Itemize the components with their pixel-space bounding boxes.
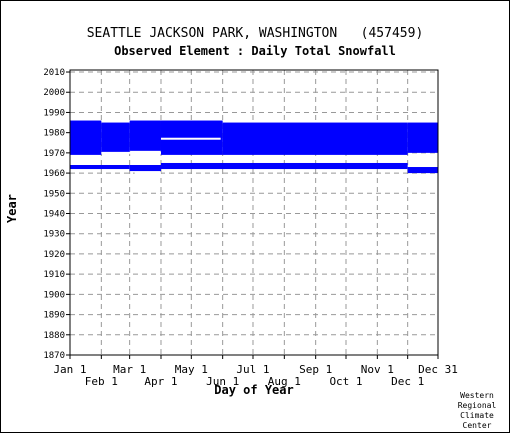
credit-line-2: Regional	[457, 401, 497, 410]
data-segment	[70, 120, 102, 155]
x-tick-label: Feb 1	[85, 375, 118, 388]
y-tick-label: 1970	[43, 149, 65, 159]
x-axis-label: Day of Year	[214, 383, 294, 397]
plot-border	[69, 69, 439, 356]
data-segment	[160, 162, 408, 170]
x-tick-label: Aug 1	[268, 375, 301, 388]
data-segment	[101, 122, 130, 153]
y-tick-label: 1940	[43, 210, 65, 220]
credit-line-3: Climate	[460, 411, 494, 420]
y-tick-label: 1930	[43, 230, 65, 240]
chart-subtitle: Observed Element : Daily Total Snowfall	[114, 44, 396, 58]
data-segment	[129, 165, 161, 172]
credit-line-4: Center	[462, 421, 492, 430]
y-tick-label: 2000	[43, 88, 65, 98]
x-tick-label: Jan 1	[53, 363, 86, 376]
y-axis-label: Year	[5, 194, 19, 223]
data-gap	[160, 137, 221, 140]
y-tick-label: 1920	[43, 250, 65, 260]
chart-title: SEATTLE JACKSON PARK, WASHINGTON (457459…	[86, 26, 424, 41]
x-tick-label: Oct 1	[329, 375, 362, 388]
credit-line-1: Western	[460, 391, 494, 400]
x-tick-label: Nov 1	[361, 363, 394, 376]
y-tick-label: 1870	[43, 351, 65, 361]
y-tick-label: 1980	[43, 129, 65, 139]
x-tick-label: Apr 1	[144, 375, 177, 388]
data-segment	[160, 120, 223, 155]
y-tick-label: 1950	[43, 189, 65, 199]
x-tick-label: Mar 1	[113, 363, 146, 376]
y-tick-label: 2010	[43, 68, 65, 78]
data-segment	[407, 122, 438, 153]
x-tick-label: Dec 1	[391, 375, 424, 388]
y-tick-label: 1910	[43, 270, 65, 280]
data-segment	[129, 120, 161, 151]
x-tick-label: Jun 1	[206, 375, 239, 388]
x-tick-label: Jul 1	[236, 363, 269, 376]
y-tick-label: 1900	[43, 290, 65, 300]
data-segment	[222, 122, 408, 155]
y-tick-label: 1990	[43, 108, 65, 118]
data-gap	[101, 151, 161, 154]
y-tick-label: 1890	[43, 311, 65, 321]
x-tick-label: May 1	[175, 363, 208, 376]
credit-block: Western Regional Climate Center	[449, 391, 505, 431]
y-tick-label: 1880	[43, 331, 65, 341]
data-gap	[134, 172, 161, 175]
data-segment	[407, 167, 438, 174]
y-tick-label: 1960	[43, 169, 65, 179]
data-segment	[70, 165, 130, 170]
x-tick-label: Dec 31	[418, 363, 458, 376]
x-tick-label: Sep 1	[299, 363, 332, 376]
